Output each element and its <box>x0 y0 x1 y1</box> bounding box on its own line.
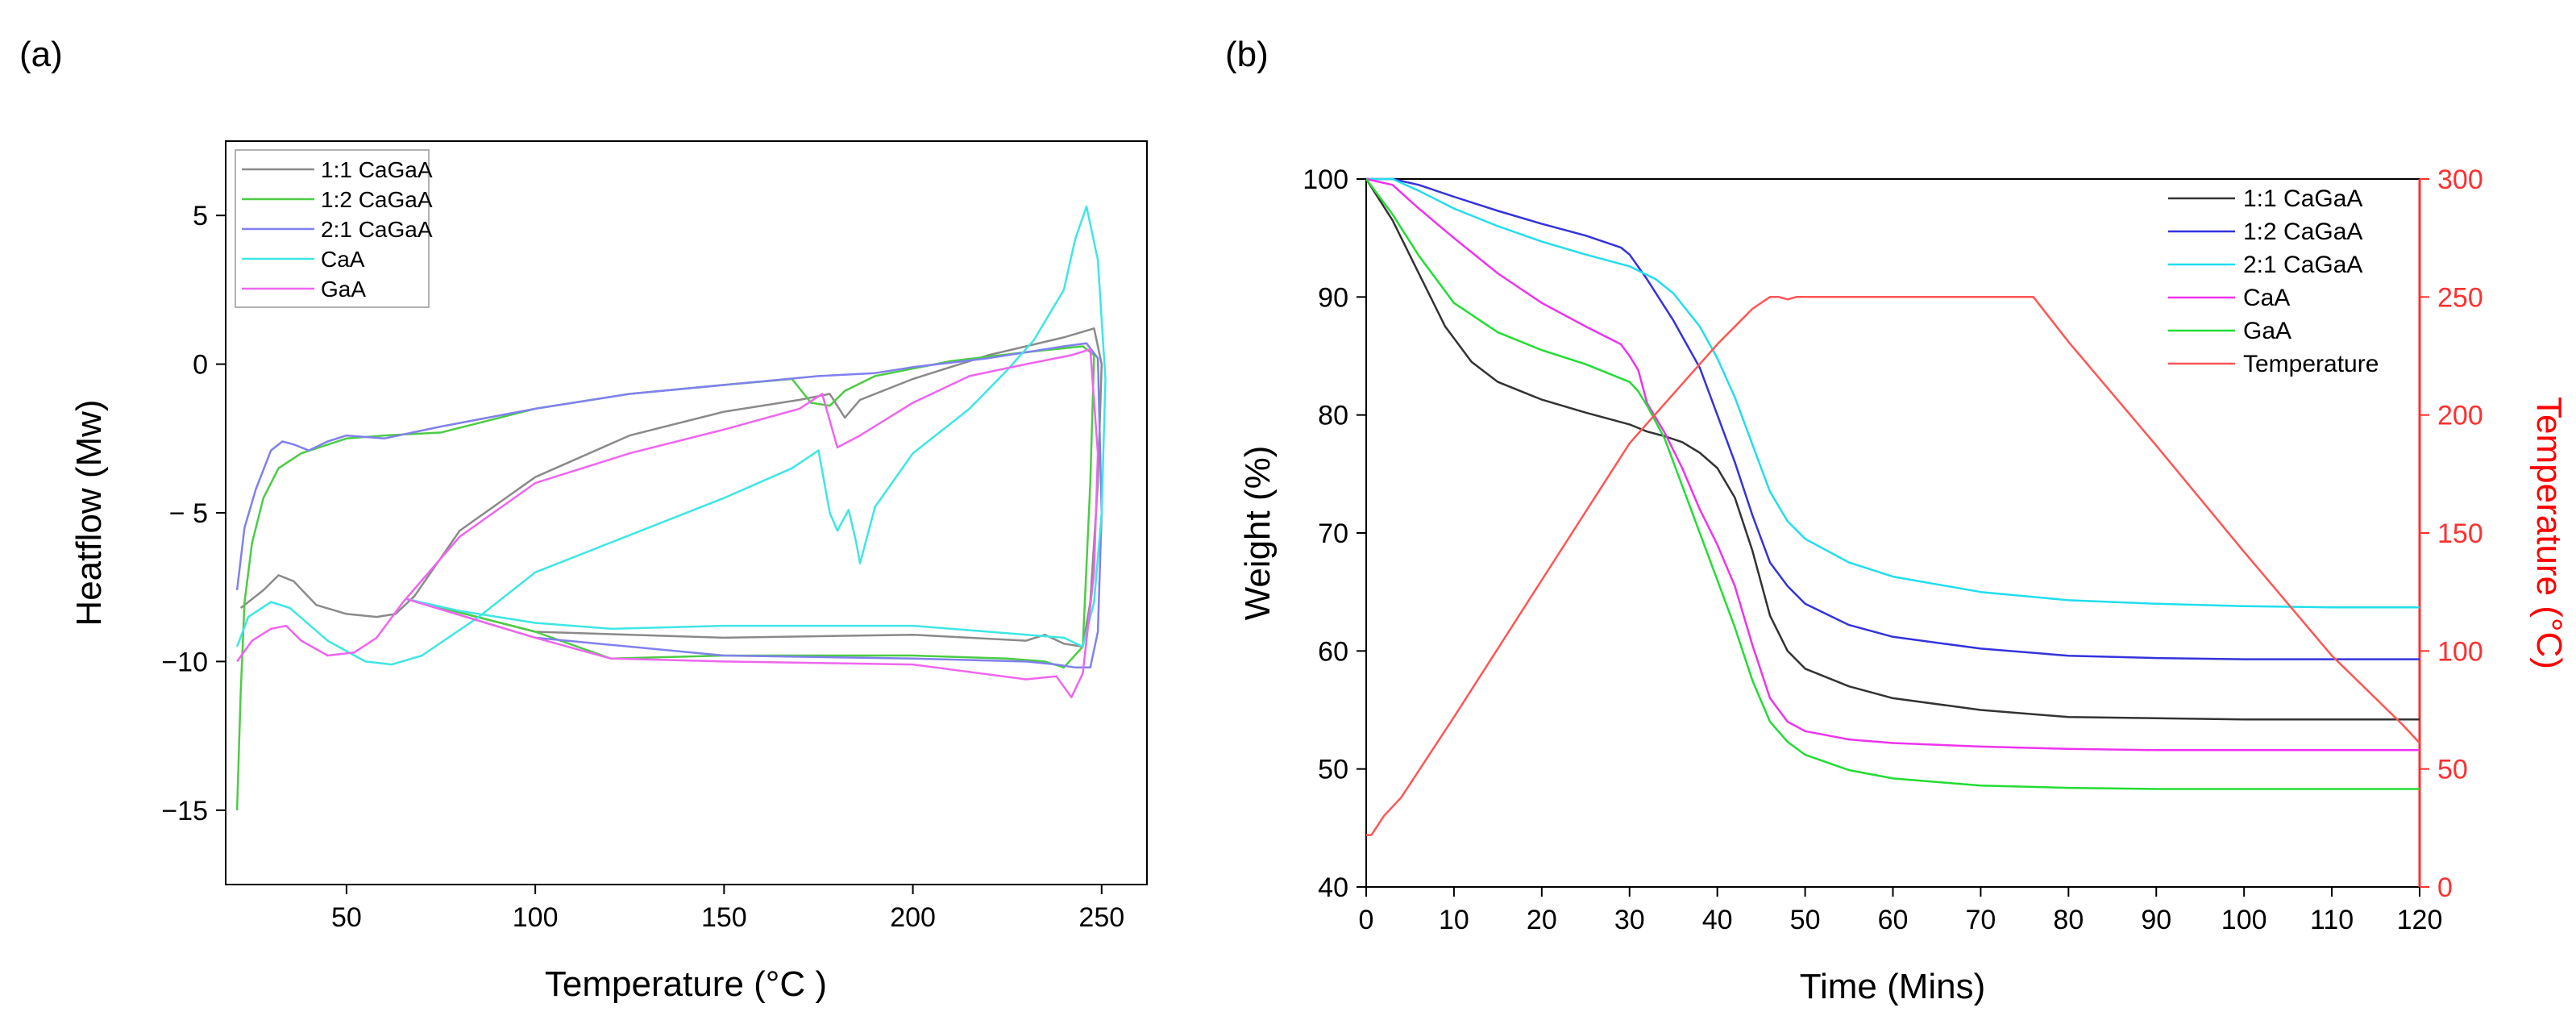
series-line-2-1-cagaa <box>235 342 1103 669</box>
y-tick-label: 5 <box>193 201 208 231</box>
x-tick-label: 150 <box>701 902 747 933</box>
chart-a-xlabel: Temperature (°C ) <box>545 964 827 1004</box>
y2-tick-label: 250 <box>2437 282 2483 313</box>
y2-tick-label: 150 <box>2437 518 2483 549</box>
legend-label-gaa: GaA <box>321 277 366 302</box>
series-line-caa <box>235 205 1107 666</box>
series-line-1-1-cagaa <box>1365 178 2420 721</box>
x-tick-label: 60 <box>1878 905 1909 935</box>
x-tick-label: 20 <box>1527 905 1557 935</box>
x-tick-label: 30 <box>1614 905 1645 935</box>
legend-label-temperature: Temperature <box>2243 351 2379 377</box>
chart-a-ylabel: Heatflow (Mw) <box>69 399 109 626</box>
chart-b-legend: 1:1 CaGaA 1:2 CaGaA 2:1 CaGaA CaA GaA Tempera… <box>2168 185 2379 377</box>
y-tick-label: 60 <box>1318 636 1348 667</box>
chart-b-ticks: 0 10 20 30 40 50 60 70 80 90 100 110 120 40 50 60 70 80 90… <box>1303 164 2483 935</box>
x-tick-label: 70 <box>1966 905 1996 935</box>
series-line-1-2-cagaa <box>235 345 1095 810</box>
y-tick-label: 40 <box>1318 872 1348 903</box>
series-line-temperature <box>1366 296 2420 836</box>
x-tick-label: 120 <box>2397 905 2443 935</box>
legend-label-1-1-cagaa: 1:1 CaGaA <box>321 157 433 182</box>
y2-tick-label: 300 <box>2437 164 2483 195</box>
x-tick-label: 80 <box>2053 905 2084 935</box>
y-tick-label: 50 <box>1318 755 1348 785</box>
legend-label-1-1-cagaa: 1:1 CaGaA <box>2243 185 2362 212</box>
legend-label-gaa: GaA <box>2243 318 2291 344</box>
x-tick-label: 40 <box>1702 905 1733 935</box>
x-tick-label: 90 <box>2141 905 2171 935</box>
y2-tick-label: 0 <box>2437 872 2453 903</box>
y2-tick-label: 100 <box>2437 636 2483 667</box>
x-tick-label: 200 <box>890 902 936 933</box>
y-tick-label: 0 <box>193 350 208 381</box>
legend-label-1-2-cagaa: 1:2 CaGaA <box>321 187 433 212</box>
chart-b: 0 10 20 30 40 50 60 70 80 90 100 110 120 40 50 60 70 80 90… <box>1238 164 2569 1006</box>
legend-label-caa: CaA <box>321 247 365 272</box>
panel-label-a: (a) <box>19 35 63 74</box>
x-tick-label: 10 <box>1439 905 1469 935</box>
y-tick-label: 100 <box>1303 164 1348 195</box>
x-tick-label: 50 <box>1790 905 1821 935</box>
x-tick-label: 50 <box>331 902 362 933</box>
y-tick-label: − 5 <box>169 498 208 529</box>
series-line-caa <box>1365 177 2420 751</box>
series-line-2-1-cagaa <box>1366 177 2420 609</box>
legend-label-1-2-cagaa: 1:2 CaGaA <box>2243 219 2362 245</box>
x-tick-label: 100 <box>513 902 559 933</box>
chart-b-ylabel: Weight (%) <box>1238 446 1278 621</box>
chart-a-series <box>235 205 1107 810</box>
legend-label-2-1-cagaa: 2:1 CaGaA <box>321 217 433 242</box>
chart-b-xlabel: Time (Mins) <box>1800 967 1986 1006</box>
chart-b-y2label: Temperature (°C) <box>2529 397 2569 669</box>
y-tick-label: −15 <box>161 796 208 826</box>
chart-a-legend: 1:1 CaGaA 1:2 CaGaA 2:1 CaGaA CaA GaA <box>235 149 433 308</box>
x-tick-label: 250 <box>1078 902 1124 933</box>
y-tick-label: 90 <box>1318 282 1348 313</box>
series-line-1-2-cagaa <box>1366 177 2420 660</box>
y-tick-label: 70 <box>1318 518 1348 549</box>
chart-b-series <box>1365 177 2420 836</box>
series-line-gaa <box>236 348 1099 698</box>
y-tick-label: 80 <box>1318 401 1348 431</box>
y-tick-label: −10 <box>161 647 208 677</box>
y2-tick-label: 200 <box>2437 401 2483 431</box>
series-line-gaa <box>1365 178 2420 790</box>
legend-label-2-1-cagaa: 2:1 CaGaA <box>2243 252 2362 278</box>
panel-label-b: (b) <box>1225 35 1269 74</box>
x-tick-label: 110 <box>2310 905 2354 935</box>
y2-tick-label: 50 <box>2437 755 2468 785</box>
x-tick-label: 0 <box>1359 905 1374 935</box>
legend-label-caa: CaA <box>2243 285 2290 311</box>
x-tick-label: 100 <box>2221 905 2267 935</box>
